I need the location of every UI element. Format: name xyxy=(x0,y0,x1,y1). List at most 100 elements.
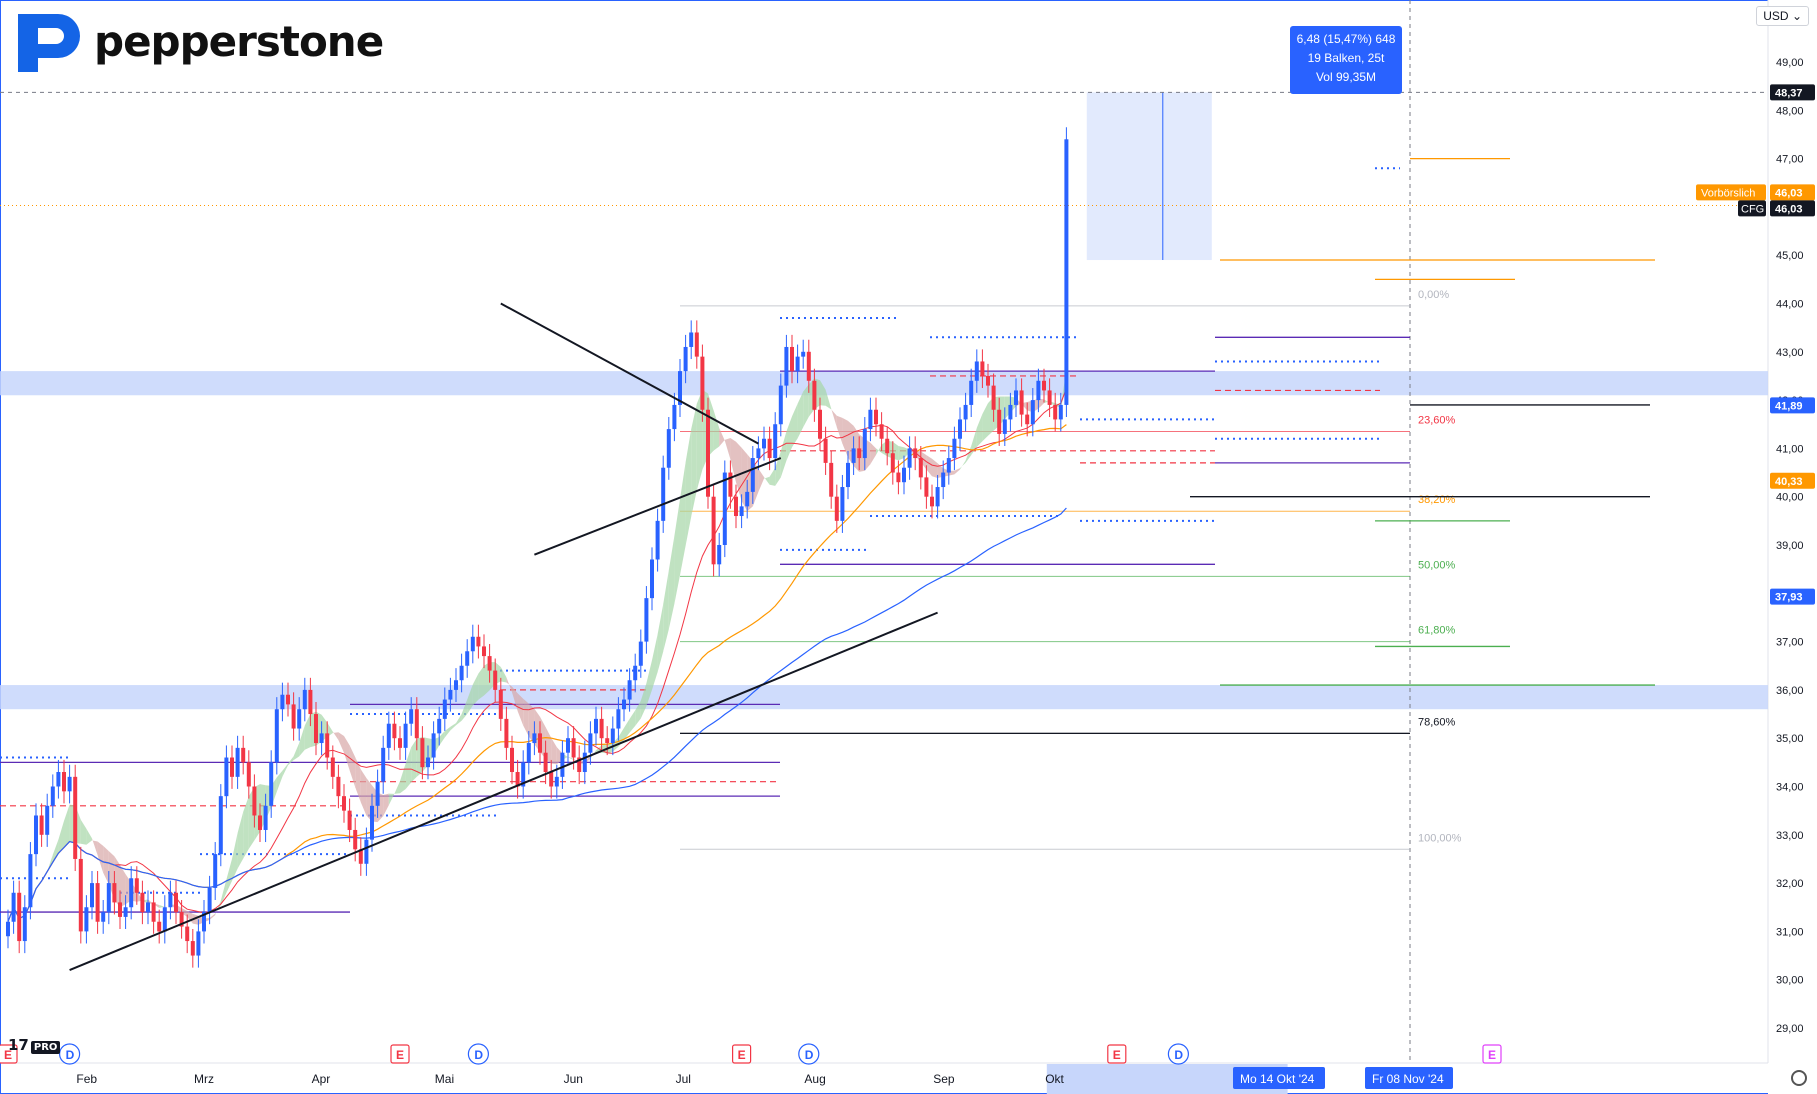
candle-body xyxy=(482,646,486,657)
price-tag-level-3: 37,93 xyxy=(1775,592,1803,604)
candle-body xyxy=(1014,390,1018,405)
candle-body xyxy=(526,743,531,763)
candle-body xyxy=(414,709,419,739)
candle-body xyxy=(454,680,458,690)
candle-body xyxy=(1053,404,1058,420)
candle-body xyxy=(739,506,744,517)
candle-body xyxy=(409,709,414,724)
ma-ribbon-segment xyxy=(226,858,232,893)
candle-body xyxy=(241,747,246,763)
ma-ribbon-segment xyxy=(551,737,557,765)
dividend-marker-icon xyxy=(58,1043,81,1065)
ma-100-line xyxy=(7,507,1067,922)
candle-body xyxy=(22,907,27,942)
candle-body xyxy=(1047,390,1052,405)
candle-body xyxy=(582,752,587,773)
candle-body xyxy=(745,491,750,507)
candle-body xyxy=(358,849,363,864)
candle-body xyxy=(252,786,257,816)
candle-body xyxy=(325,733,330,758)
candle-body xyxy=(426,757,430,768)
candle-body xyxy=(364,839,369,864)
ma-ribbon-segment xyxy=(355,757,361,803)
candle-body xyxy=(258,815,262,830)
candle-body xyxy=(930,496,934,507)
settings-gear-icon[interactable] xyxy=(1791,1070,1807,1086)
fib-label-3: 50,00% xyxy=(1418,559,1456,571)
y-tick-label: 37,00 xyxy=(1776,637,1804,649)
price-tag-premarket: 46,03 xyxy=(1775,187,1803,199)
candle-body xyxy=(980,361,985,376)
candle-body xyxy=(577,757,582,773)
candle-body xyxy=(1036,380,1041,401)
ma-ribbon-segment xyxy=(898,446,904,461)
ma-ribbon-segment xyxy=(64,804,70,848)
candle-body xyxy=(45,805,50,835)
ma-ribbon-segment xyxy=(803,384,809,428)
fib-label-4: 61,80% xyxy=(1418,625,1456,637)
candle-body xyxy=(722,472,727,545)
price-tag-high-bg xyxy=(1770,84,1815,101)
candle-body xyxy=(90,883,94,908)
x-tick-label: Feb xyxy=(76,1072,97,1086)
candle-body xyxy=(700,356,705,410)
candle-body xyxy=(890,453,895,473)
ma-ribbon-segment xyxy=(736,441,742,501)
candle-body xyxy=(118,902,122,917)
ma-ribbon-segment xyxy=(411,738,417,783)
ma-ribbon-segment xyxy=(523,698,529,737)
ma-ribbon-segment xyxy=(920,451,927,470)
symbol-badge-bg xyxy=(1738,200,1766,217)
candle-body xyxy=(1030,400,1035,425)
candle-body xyxy=(1042,380,1046,391)
candle-body xyxy=(1064,139,1069,405)
candle-body xyxy=(386,723,391,748)
candle-body xyxy=(913,448,918,459)
candle-body xyxy=(711,496,716,565)
candle-body xyxy=(952,438,957,459)
premarket-badge: Vorbörslich xyxy=(1701,187,1755,199)
candle-body xyxy=(1025,414,1030,425)
currency-selector[interactable]: USD ⌄ xyxy=(1756,6,1809,26)
candle-body xyxy=(398,738,402,748)
price-tag-level-1-bg xyxy=(1770,397,1815,414)
candle-body xyxy=(213,854,218,888)
y-tick-label: 33,00 xyxy=(1776,830,1804,842)
earnings-marker-icon xyxy=(731,1044,752,1064)
ma-ribbon-segment xyxy=(304,714,311,750)
earnings-marker-icon xyxy=(0,1044,18,1064)
candle-body xyxy=(521,762,526,787)
event-marker-label: D xyxy=(1174,1048,1183,1062)
brand-name: pepperstone xyxy=(94,16,384,66)
candle-body xyxy=(319,733,324,744)
candle-body xyxy=(431,733,436,758)
candle-body xyxy=(806,351,811,381)
ma-ribbon-segment xyxy=(624,718,630,741)
ma-ribbon-segment xyxy=(982,403,988,442)
candle-body xyxy=(885,438,890,454)
candle-body xyxy=(605,738,610,744)
ma-ribbon-segment xyxy=(215,900,221,916)
candle-body xyxy=(986,375,990,386)
candle-body xyxy=(73,776,78,859)
candle-body xyxy=(123,907,128,917)
ma-ribbon-segment xyxy=(338,732,344,753)
candle-body xyxy=(269,762,274,806)
candle-body xyxy=(784,346,789,386)
y-tick-label: 29,00 xyxy=(1776,1023,1804,1035)
candle-body xyxy=(78,858,83,932)
candle-body xyxy=(291,704,296,729)
candle-body xyxy=(633,665,638,681)
candle-body xyxy=(851,448,856,463)
candle-body xyxy=(874,409,878,425)
candle-body xyxy=(879,424,884,439)
brand-logo: pepperstone xyxy=(10,8,384,74)
price-tag-level-1: 41,89 xyxy=(1775,400,1803,412)
dividend-marker-icon xyxy=(798,1043,820,1065)
ma-ribbon-segment xyxy=(1038,398,1044,409)
ma-ribbon-segment xyxy=(58,820,64,854)
candle-body xyxy=(162,907,167,932)
ma-ribbon-segment xyxy=(388,793,395,806)
candle-body xyxy=(84,907,89,932)
